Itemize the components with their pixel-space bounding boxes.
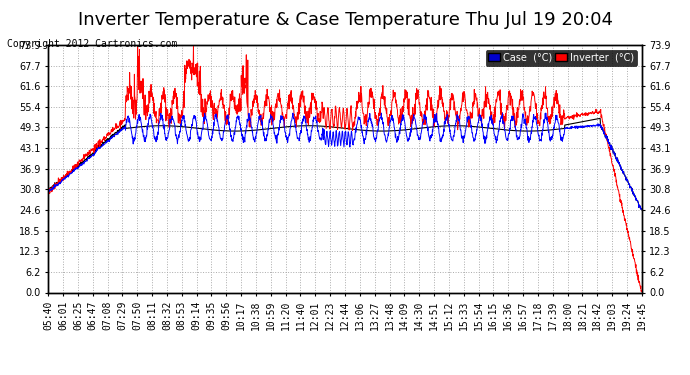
Text: Inverter Temperature & Case Temperature Thu Jul 19 20:04: Inverter Temperature & Case Temperature … [77, 11, 613, 29]
Legend: Case  (°C), Inverter  (°C): Case (°C), Inverter (°C) [486, 50, 637, 66]
Text: Copyright 2012 Cartronics.com: Copyright 2012 Cartronics.com [7, 39, 177, 50]
